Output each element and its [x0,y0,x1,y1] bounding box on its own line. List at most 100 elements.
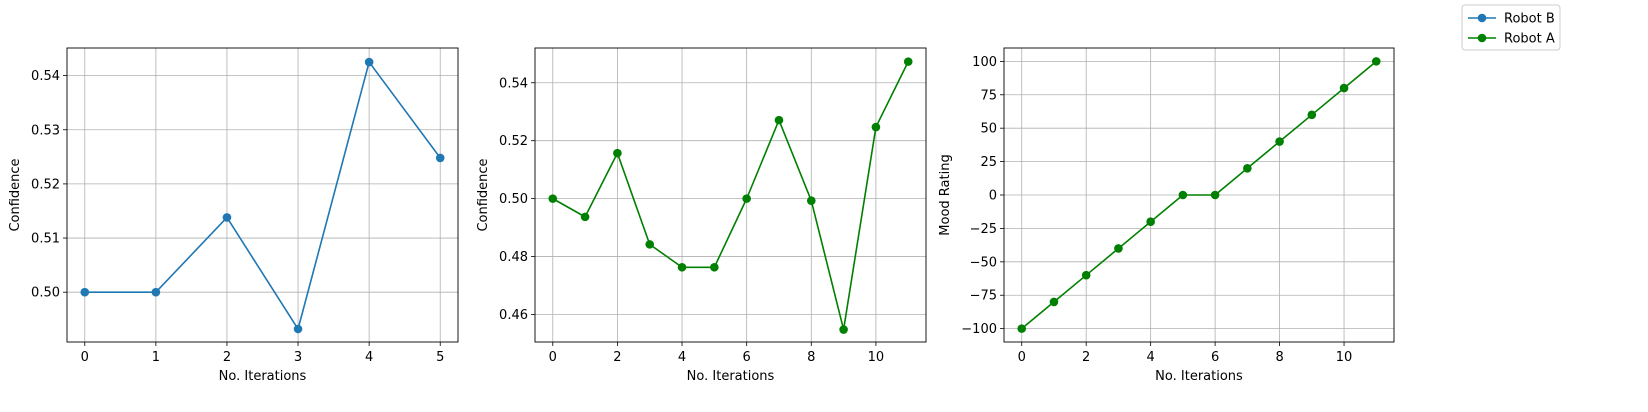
data-point [1339,83,1349,93]
legend-label: Robot A [1504,32,1555,47]
data-point [293,324,303,334]
data-point [774,115,784,125]
x-axis-label: No. Iterations [1155,369,1243,384]
subplot-3: 0 2 4 6 8 10 −100 −75 −50 −25 0 25 50 75 100 No. Iterat… [938,47,1395,384]
series-robot-a [548,57,913,334]
y-tick-label: 0.52 [499,134,528,149]
x-tick-label: 5 [436,350,444,365]
data-point [645,240,655,249]
y-tick-label: 0.50 [499,192,528,207]
y-tick-label: 0.54 [499,76,528,91]
x-tick-label: 6 [743,350,751,365]
x-tick-label: 2 [613,350,621,365]
data-point [1081,270,1091,280]
x-tick-label: 2 [223,350,231,365]
series-line [1021,60,1377,330]
y-tick-label: 0.52 [31,177,60,192]
y-axis-label: Mood Rating [938,154,953,235]
axes-frame [1003,47,1395,343]
x-tick-label: 1 [152,350,160,365]
data-point [80,287,90,297]
legend-marker [1477,13,1487,23]
y-tick-label: 0.48 [499,250,528,265]
grid [535,48,926,342]
data-point [839,325,848,334]
data-point [710,262,719,272]
x-tick-label: 0 [81,350,89,365]
data-point [548,194,558,203]
y-tick-label: 100 [972,55,997,70]
series-line [552,61,909,331]
x-tick-label: 8 [807,350,815,365]
data-point [1178,190,1188,200]
y-axis-ticks: 0.50 0.51 0.52 0.53 0.54 [31,69,67,301]
series-robot-b [80,57,445,334]
subplots: 0 1 2 3 4 5 0.50 0.51 0.52 0.53 0.54 No. Iterations… [8,47,1395,384]
data-point [151,287,161,297]
data-point [806,196,816,205]
data-point [1275,137,1284,146]
legend-label: Robot B [1504,12,1555,27]
x-axis-label: No. Iterations [687,369,775,384]
legend-marker [1477,33,1487,43]
series-robot-a [1017,57,1381,333]
data-point [1307,110,1317,120]
x-tick-label: 2 [1082,350,1090,365]
data-point [613,148,622,158]
y-tick-label: 0.50 [31,286,60,301]
legend-entry: Robot A [1468,32,1555,47]
y-tick-label: 0.46 [499,308,528,323]
data-point [1049,297,1059,307]
y-tick-label: 25 [980,155,997,170]
data-point [435,153,445,163]
data-point [1210,190,1220,200]
x-axis-label: No. Iterations [219,369,307,384]
subplot-2: 0 2 4 6 8 10 0.46 0.48 0.50 0.52 0.54 No. Iteration… [476,47,927,384]
x-tick-label: 6 [1211,350,1219,365]
x-tick-label: 3 [294,350,302,365]
data-point [222,213,232,222]
data-point [1371,57,1381,66]
series-line [84,61,441,330]
axes-frame [66,47,459,343]
data-point [677,262,687,272]
data-point [364,57,374,67]
legend-entry: Robot B [1468,12,1555,27]
x-tick-label: 4 [678,350,686,365]
figure-legend: Robot B Robot A [1461,4,1561,51]
subplot-1: 0 1 2 3 4 5 0.50 0.51 0.52 0.53 0.54 No. Iterations… [8,47,459,384]
y-tick-label: −100 [961,322,997,337]
data-point [742,194,751,203]
y-tick-label: −25 [970,222,997,237]
y-tick-label: 75 [980,88,997,103]
x-tick-label: 0 [1018,350,1026,365]
x-tick-label: 0 [549,350,557,365]
y-tick-label: −75 [970,289,997,304]
y-axis-label: Confidence [8,158,23,231]
x-tick-label: 4 [365,350,373,365]
x-tick-label: 10 [1336,350,1353,365]
y-tick-label: 50 [980,122,997,137]
data-point [1017,324,1027,333]
y-axis-label: Confidence [476,158,491,231]
data-point [903,57,913,66]
x-axis-ticks: 0 2 4 6 8 10 [1018,342,1353,365]
x-tick-label: 4 [1147,350,1155,365]
y-tick-label: 0.54 [31,69,60,84]
y-tick-label: 0.51 [31,232,60,247]
data-point [1114,244,1123,253]
y-axis-ticks: −100 −75 −50 −25 0 25 50 75 100 [961,55,1004,337]
y-axis-ticks: 0.46 0.48 0.50 0.52 0.54 [499,76,535,323]
axes-frame [534,47,927,343]
data-point [1243,163,1252,173]
x-tick-label: 10 [868,350,885,365]
x-tick-label: 8 [1275,350,1283,365]
data-point [1146,217,1155,227]
y-tick-label: 0 [989,189,997,204]
y-tick-label: −50 [970,255,997,270]
x-axis-ticks: 0 2 4 6 8 10 [549,342,885,365]
y-tick-label: 0.53 [31,123,60,138]
data-point [871,122,881,132]
